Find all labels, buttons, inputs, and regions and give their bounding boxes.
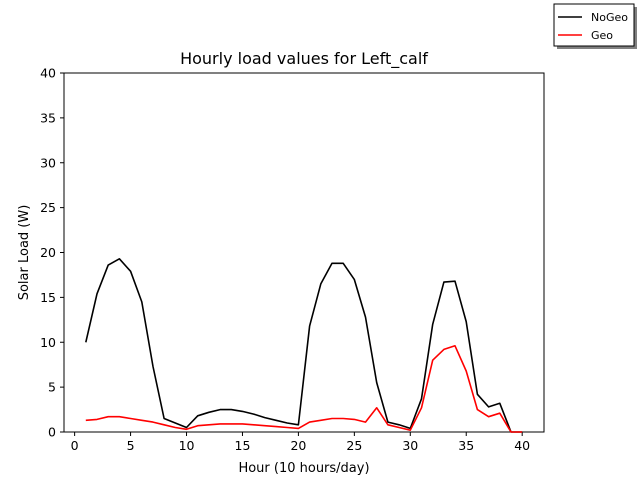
x-tick-label: 30 xyxy=(402,438,418,453)
y-tick-label: 25 xyxy=(40,200,56,215)
x-tick-label: 35 xyxy=(458,438,474,453)
y-tick-label: 5 xyxy=(48,380,56,395)
x-axis: 0 5 10 15 20 25 30 35 40 xyxy=(71,432,530,453)
y-tick-label: 10 xyxy=(40,335,56,350)
series-lines xyxy=(85,257,523,433)
series-line-nogeo xyxy=(85,257,523,433)
y-tick-label: 0 xyxy=(48,425,56,440)
y-tick-label: 20 xyxy=(40,245,56,260)
x-tick-label: 5 xyxy=(127,438,135,453)
x-tick-label: 25 xyxy=(346,438,362,453)
legend-box xyxy=(553,3,635,47)
y-axis: 0 5 10 15 20 25 30 35 40 xyxy=(40,66,64,440)
y-tick-label: 35 xyxy=(40,110,56,125)
legend-label-nogeo: NoGeo xyxy=(591,11,628,24)
y-tick-label: 40 xyxy=(40,66,56,81)
x-tick-label: 20 xyxy=(290,438,306,453)
x-tick-label: 15 xyxy=(235,438,251,453)
x-axis-label: Hour (10 hours/day) xyxy=(238,461,369,476)
legend: NoGeo Geo xyxy=(553,3,637,49)
y-tick-label: 30 xyxy=(40,155,56,170)
chart-title: Hourly load values for Left_calf xyxy=(180,49,428,69)
y-tick-label: 15 xyxy=(40,290,56,305)
series-line-geo xyxy=(85,344,523,433)
x-tick-label: 40 xyxy=(514,438,530,453)
x-tick-label: 0 xyxy=(71,438,79,453)
legend-label-geo: Geo xyxy=(591,29,613,42)
y-axis-label: Solar Load (W) xyxy=(17,205,32,301)
x-tick-label: 10 xyxy=(179,438,195,453)
